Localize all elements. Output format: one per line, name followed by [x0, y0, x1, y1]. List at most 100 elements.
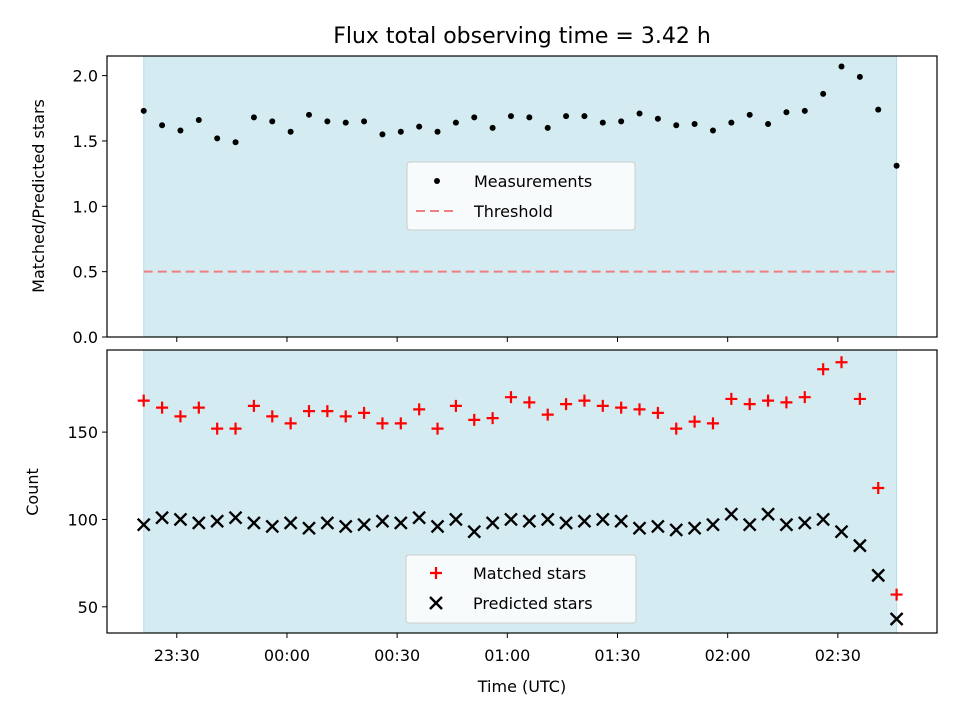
matched-stars-point — [284, 417, 297, 430]
predicted-stars-point — [504, 512, 518, 527]
matched-stars-point — [780, 396, 793, 409]
predicted-stars-point — [228, 510, 243, 525]
measurement-point — [746, 111, 753, 118]
predicted-stars-point — [136, 517, 151, 532]
predicted-stars-point — [191, 516, 206, 530]
measurement-point — [856, 73, 863, 80]
predicted-stars-point — [210, 514, 225, 529]
measurement-point — [434, 128, 441, 135]
predicted-stars-point — [155, 510, 169, 525]
matched-stars-point — [376, 417, 389, 430]
measurement-point — [728, 119, 735, 126]
measurement-point — [526, 114, 533, 121]
matched-stars-point — [762, 394, 775, 407]
matched-stars-point — [192, 401, 205, 414]
matched-stars-point — [817, 363, 830, 376]
predicted-stars-point — [706, 517, 720, 532]
predicted-stars-point — [632, 521, 647, 536]
predicted-stars-point — [265, 519, 280, 534]
y-tick-label: 50 — [78, 598, 98, 617]
predicted-stars-point — [412, 510, 427, 525]
predicted-stars-point — [834, 524, 849, 539]
measurement-point — [159, 122, 166, 129]
predicted-stars-point — [614, 514, 629, 529]
legend-label-predicted: Predicted stars — [473, 594, 593, 613]
matched-stars-point — [835, 356, 848, 369]
predicted-stars-point — [247, 516, 261, 530]
matched-stars-point — [596, 399, 609, 412]
bottom-panel: 50 100 150 23:30 00:00 00:30 01:00 01:30 02:00 02… — [67, 349, 938, 665]
axes-frame — [106, 55, 938, 338]
matched-stars-point — [743, 398, 756, 411]
legend-marker-measurements — [434, 178, 440, 184]
x-tick-label: 23:30 — [154, 646, 200, 665]
predicted-stars-point — [338, 519, 353, 534]
measurement-point — [250, 114, 257, 121]
matched-stars-point — [468, 413, 481, 426]
matched-stars-point — [156, 401, 169, 414]
y-tick-label: 0.5 — [73, 263, 98, 282]
measurement-point — [471, 114, 478, 121]
x-tick-label: 02:30 — [815, 646, 861, 665]
matched-stars-point — [890, 588, 903, 601]
measurement-point — [691, 120, 698, 127]
bottom-y-axis-label: Count — [23, 468, 42, 516]
legend-label-measurements: Measurements — [474, 172, 592, 191]
matched-stars-point — [504, 391, 517, 404]
matched-stars-point — [394, 417, 407, 430]
measurement-point — [324, 118, 331, 125]
measurement-point — [765, 120, 772, 127]
measurement-point — [636, 110, 643, 117]
predicted-stars-point — [375, 514, 390, 529]
x-tick-label: 01:30 — [594, 646, 640, 665]
measurement-point — [673, 122, 680, 129]
measurement-point — [214, 135, 221, 142]
matched-stars-point — [706, 417, 719, 430]
predicted-stars-point — [724, 507, 739, 522]
chart-title: Flux total observing time = 3.42 h — [333, 24, 711, 49]
predicted-stars-point — [559, 516, 573, 530]
measurement-point — [342, 119, 349, 126]
predicted-stars-point — [430, 519, 445, 534]
legend-label-matched: Matched stars — [473, 564, 586, 583]
x-tick-label: 00:30 — [374, 646, 420, 665]
legend-label-threshold: Threshold — [473, 202, 553, 221]
measurement-point — [361, 118, 368, 125]
matched-stars-point — [872, 482, 885, 495]
axes-frame — [106, 349, 938, 634]
predicted-stars-point — [761, 507, 775, 522]
legend-box — [406, 161, 636, 231]
matched-stars-point — [321, 405, 334, 418]
predicted-stars-point — [669, 523, 684, 537]
measurement-point — [416, 123, 423, 130]
predicted-stars-point — [871, 568, 886, 583]
measurement-point — [287, 128, 294, 135]
matched-stars-point — [229, 422, 242, 435]
measurement-point — [838, 63, 845, 70]
measurement-point — [618, 118, 625, 125]
legend-marker-matched — [430, 567, 442, 579]
matched-stars-point — [578, 394, 591, 407]
matched-stars-point — [560, 398, 573, 411]
matched-stars-point — [449, 399, 462, 412]
y-tick-label: 0.0 — [73, 328, 98, 347]
predicted-stars-point — [779, 517, 794, 532]
matched-stars-point — [266, 410, 279, 423]
matched-stars-point — [670, 422, 683, 435]
measurement-point — [269, 118, 276, 125]
measurement-point — [177, 127, 184, 134]
predicted-stars-point — [577, 514, 592, 529]
predicted-stars-point — [467, 524, 482, 539]
predicted-stars-point — [651, 519, 665, 534]
matched-stars-point — [486, 412, 499, 425]
legend-box — [405, 554, 637, 624]
measurement-point — [654, 115, 661, 122]
measurement-point — [379, 131, 386, 138]
predicted-stars-point — [742, 517, 757, 532]
y-tick-label: 150 — [67, 423, 98, 442]
matched-stars-point — [798, 391, 811, 404]
matched-stars-point — [431, 422, 444, 435]
matched-stars-point — [174, 410, 187, 423]
predicted-stars-point — [302, 521, 316, 536]
